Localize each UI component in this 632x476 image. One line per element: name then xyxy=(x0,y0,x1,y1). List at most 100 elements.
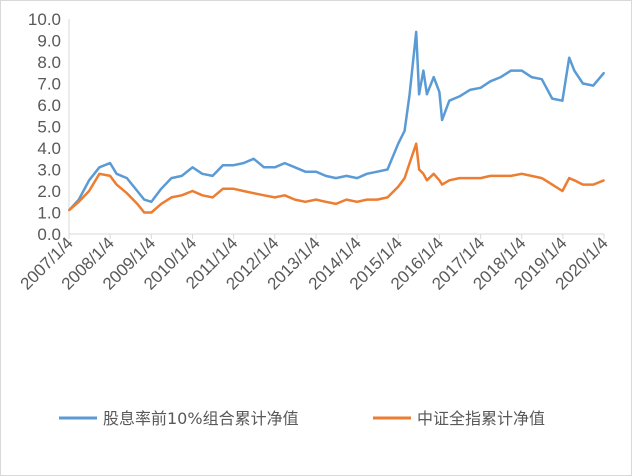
data-point xyxy=(376,198,379,201)
data-point xyxy=(499,175,502,177)
data-point xyxy=(335,203,337,205)
data-point xyxy=(273,196,276,199)
data-point xyxy=(479,86,482,89)
y-tick-label: 1.0 xyxy=(37,204,61,223)
data-point xyxy=(98,166,101,169)
data-point xyxy=(160,203,163,205)
data-point xyxy=(170,177,173,180)
data-point xyxy=(448,179,451,182)
data-point xyxy=(592,183,595,186)
data-point xyxy=(592,84,595,87)
data-point xyxy=(109,162,111,165)
data-point xyxy=(441,119,443,121)
data-point xyxy=(469,177,471,180)
data-point xyxy=(422,69,425,72)
data-point xyxy=(403,177,406,180)
data-point xyxy=(315,198,317,201)
data-point xyxy=(573,69,576,72)
data-point xyxy=(109,175,111,177)
data-point xyxy=(242,190,245,192)
legend-label-series-2: 中证全指累计净值 xyxy=(417,409,545,428)
y-tick-label: 6.0 xyxy=(37,96,61,115)
data-point xyxy=(426,93,428,96)
data-point xyxy=(345,175,348,177)
data-point xyxy=(345,198,348,201)
data-point xyxy=(170,196,173,199)
data-point xyxy=(263,166,265,169)
data-point xyxy=(263,194,265,197)
y-tick-label: 10.0 xyxy=(28,10,61,29)
y-tick-label: 7.0 xyxy=(37,75,61,94)
data-point xyxy=(150,200,153,203)
data-point xyxy=(376,170,379,173)
data-point xyxy=(201,172,204,175)
y-tick-label: 2.0 xyxy=(37,182,61,201)
data-point xyxy=(422,172,425,175)
data-point xyxy=(520,172,523,175)
series-line-1 xyxy=(68,30,605,212)
data-point xyxy=(136,203,139,205)
data-point xyxy=(510,69,512,72)
data-point xyxy=(77,200,80,203)
data-point xyxy=(458,95,461,98)
data-point xyxy=(573,179,576,182)
y-tick-label: 3.0 xyxy=(37,161,61,180)
data-point xyxy=(211,196,214,199)
data-point xyxy=(438,91,441,93)
y-tick-label: 8.0 xyxy=(37,53,61,72)
y-tick-label: 9.0 xyxy=(37,32,61,51)
data-point xyxy=(115,172,118,175)
data-point xyxy=(294,166,296,169)
data-point xyxy=(232,164,235,167)
x-axis-ticks: 2007/1/42008/1/42009/1/42010/1/42011/1/4… xyxy=(17,233,612,293)
series-line-2 xyxy=(68,142,605,214)
data-point xyxy=(438,179,441,182)
data-point xyxy=(540,177,543,180)
data-point xyxy=(510,175,512,177)
data-point xyxy=(232,187,235,190)
data-point xyxy=(397,185,400,188)
legend-label-series-1: 股息率前10%组合累计净值 xyxy=(103,409,299,428)
data-point xyxy=(88,190,90,192)
y-tick-label: 5.0 xyxy=(37,118,61,137)
data-point xyxy=(283,194,286,197)
data-point xyxy=(441,183,443,186)
data-point xyxy=(252,192,255,195)
data-point xyxy=(458,177,461,180)
data-point xyxy=(201,194,204,197)
data-point xyxy=(551,97,554,100)
data-point xyxy=(356,200,358,203)
y-axis-ticks: 0.0 1.0 2.0 3.0 4.0 5.0 6.0 7.0 8.0 9.0 10.0 xyxy=(28,10,61,244)
data-point xyxy=(561,99,564,102)
data-point xyxy=(98,172,101,175)
data-point xyxy=(242,162,245,165)
data-point xyxy=(603,71,605,74)
data-point xyxy=(160,187,163,190)
data-point xyxy=(143,198,146,201)
data-point xyxy=(489,175,492,177)
data-point xyxy=(273,166,276,169)
data-point xyxy=(568,56,571,59)
data-point xyxy=(408,93,411,96)
data-point xyxy=(191,190,194,192)
data-point xyxy=(88,179,90,182)
data-point xyxy=(418,168,420,171)
data-point xyxy=(366,198,368,201)
data-point xyxy=(530,175,533,177)
data-point xyxy=(304,200,307,203)
data-point xyxy=(222,164,224,167)
data-point xyxy=(366,172,368,175)
data-point xyxy=(603,179,605,182)
data-point xyxy=(432,172,435,175)
data-point xyxy=(568,177,571,180)
data-point xyxy=(426,179,428,182)
data-point xyxy=(530,76,533,78)
data-point xyxy=(415,142,418,145)
data-point xyxy=(397,142,400,145)
data-point xyxy=(551,183,554,186)
data-point xyxy=(191,166,194,169)
data-point xyxy=(582,82,584,85)
data-point xyxy=(283,162,286,165)
